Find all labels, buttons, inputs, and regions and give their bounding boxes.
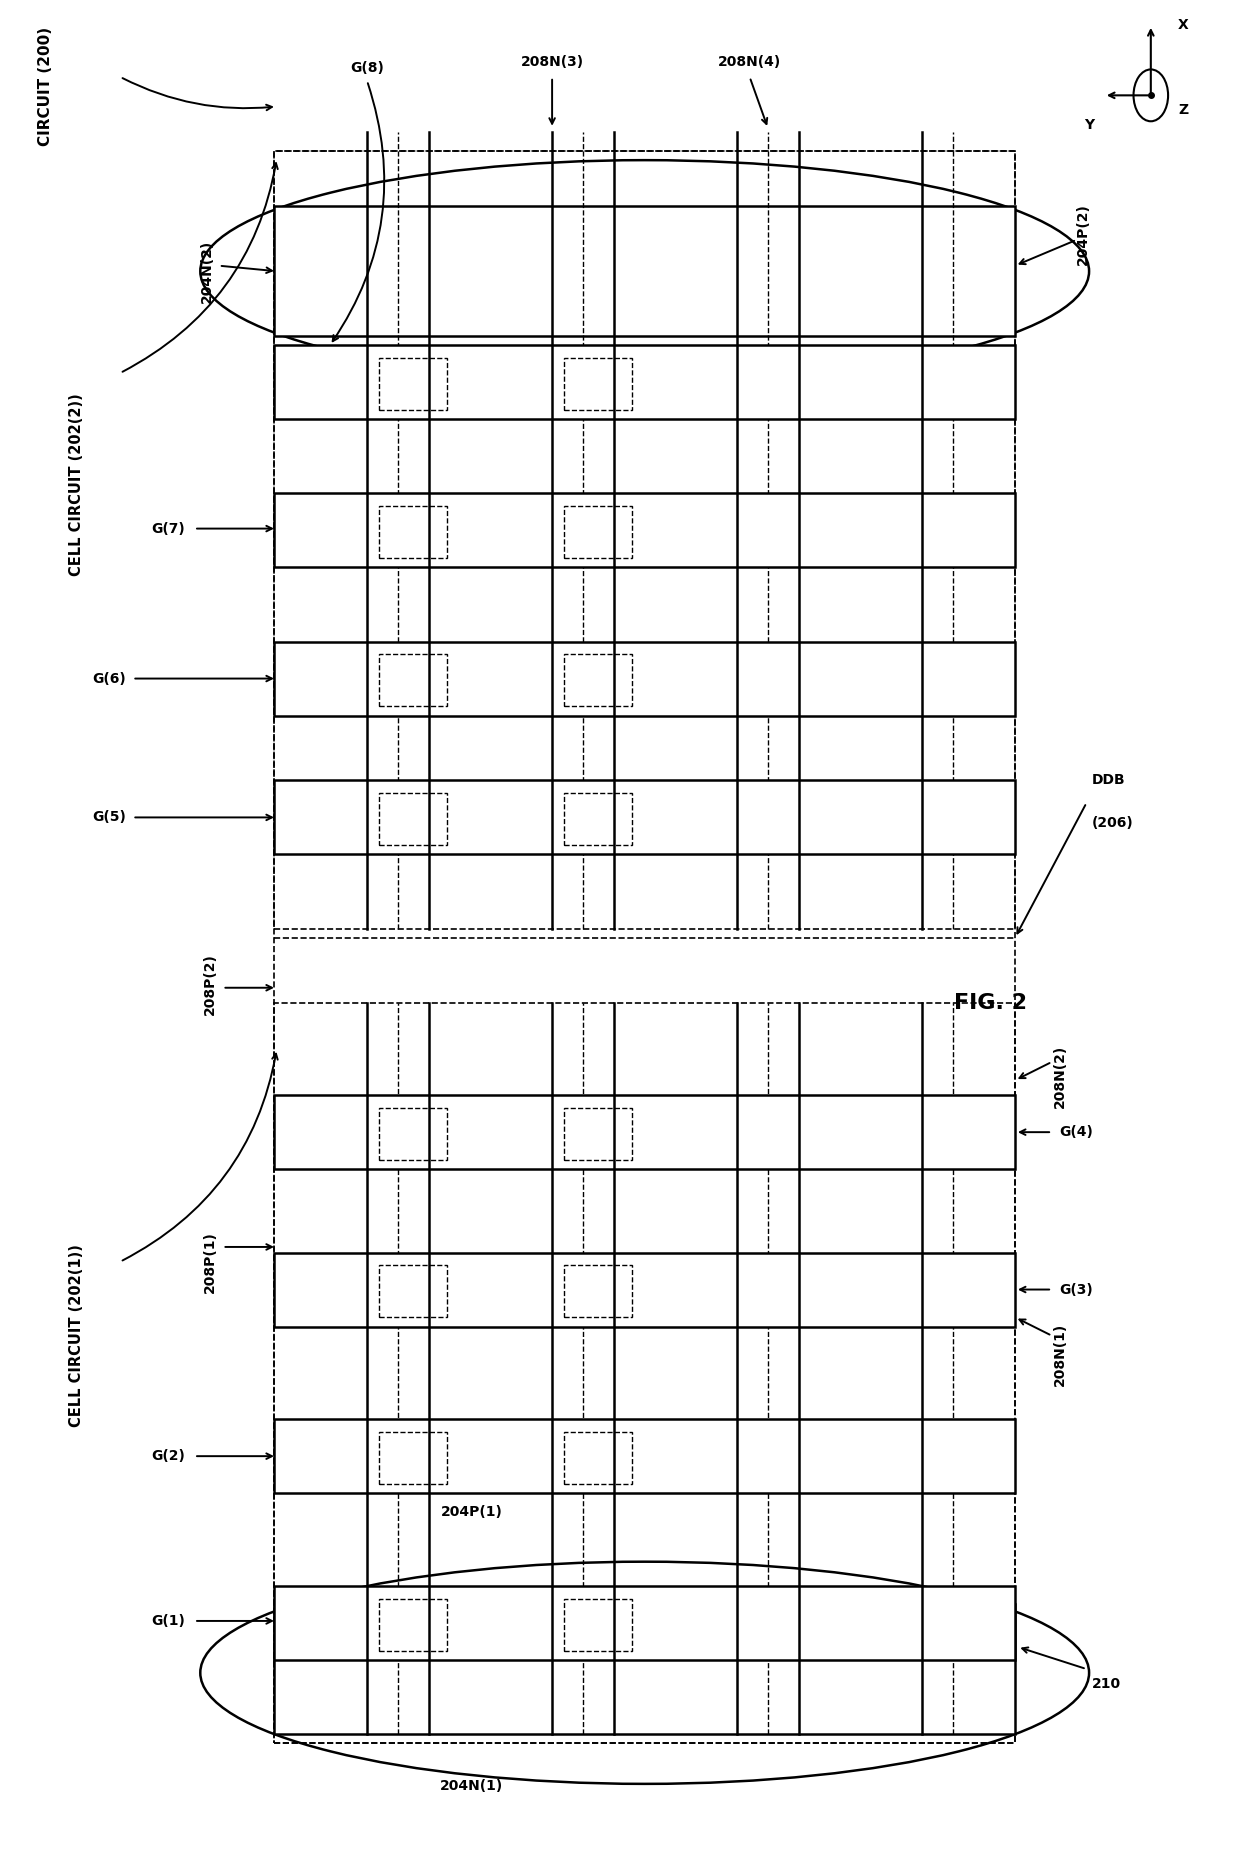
Bar (379, 793, 448, 845)
Text: X: X (1178, 19, 1189, 32)
Bar (274, 1419, 1016, 1493)
Bar (379, 1265, 448, 1317)
Bar (379, 1109, 448, 1161)
Text: Z: Z (1178, 104, 1188, 117)
Bar (274, 1252, 1016, 1326)
Text: (206): (206) (1091, 815, 1133, 830)
Bar (564, 358, 632, 410)
Bar (564, 507, 632, 559)
Bar (564, 1109, 632, 1161)
Bar (379, 1432, 448, 1484)
Bar (274, 1096, 1016, 1170)
Bar (274, 780, 1016, 854)
Text: Y: Y (1084, 117, 1094, 132)
Bar (274, 150, 1016, 1744)
Text: 204P(2): 204P(2) (1076, 202, 1090, 266)
Bar (274, 494, 1016, 568)
Text: G(8): G(8) (350, 61, 384, 74)
Bar (274, 206, 1016, 336)
Bar (274, 150, 1016, 928)
Text: 208N(2): 208N(2) (1053, 1045, 1066, 1109)
Bar (274, 345, 1016, 420)
Text: G(4): G(4) (1059, 1125, 1094, 1138)
Text: FIG. 2: FIG. 2 (954, 992, 1027, 1012)
Text: CELL CIRCUIT (202(2)): CELL CIRCUIT (202(2)) (69, 394, 84, 576)
Text: 208P(2): 208P(2) (203, 953, 217, 1016)
Text: 204N(2): 204N(2) (200, 240, 213, 303)
Text: G(7): G(7) (151, 522, 186, 535)
Bar (379, 358, 448, 410)
Bar (379, 654, 448, 706)
Text: 208N(1): 208N(1) (1053, 1322, 1066, 1385)
Text: 208N(3): 208N(3) (521, 56, 584, 69)
Bar (564, 1432, 632, 1484)
Bar (274, 1604, 1016, 1734)
Text: G(1): G(1) (151, 1614, 186, 1629)
Text: 208N(4): 208N(4) (718, 56, 781, 69)
Text: G(6): G(6) (93, 672, 126, 685)
Text: 204P(1): 204P(1) (441, 1504, 502, 1519)
Text: CIRCUIT (200): CIRCUIT (200) (38, 26, 53, 145)
Text: 204N(1): 204N(1) (440, 1779, 503, 1792)
Text: DDB: DDB (1091, 773, 1125, 787)
Bar (564, 654, 632, 706)
Text: G(3): G(3) (1059, 1283, 1094, 1296)
Bar (379, 507, 448, 559)
Bar (379, 1599, 448, 1651)
Bar (274, 1003, 1016, 1744)
Text: 208P(1): 208P(1) (203, 1231, 217, 1292)
Bar (274, 1586, 1016, 1660)
Text: CELL CIRCUIT (202(1)): CELL CIRCUIT (202(1)) (69, 1244, 84, 1428)
Bar (564, 1265, 632, 1317)
Bar (564, 793, 632, 845)
Text: G(5): G(5) (92, 810, 126, 825)
Text: G(2): G(2) (151, 1448, 186, 1463)
Bar (564, 1599, 632, 1651)
Text: 210: 210 (1091, 1677, 1121, 1692)
Bar (274, 641, 1016, 715)
